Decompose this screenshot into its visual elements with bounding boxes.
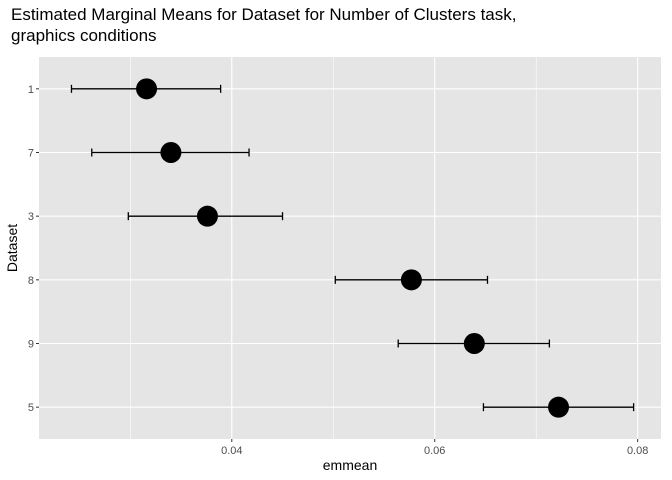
x-axis-title: emmean — [323, 457, 377, 473]
plot-panel — [39, 57, 661, 439]
x-tick-label: 0.04 — [221, 445, 242, 457]
data-point — [196, 205, 218, 227]
x-tick-label: 0.08 — [627, 445, 648, 457]
y-tick-label: 9 — [28, 339, 34, 351]
data-marks — [70, 78, 635, 418]
x-tick-label: 0.06 — [424, 445, 445, 457]
data-point — [400, 269, 422, 291]
data-point — [136, 78, 158, 100]
y-tick-label: 5 — [28, 402, 34, 414]
y-tick-label: 1 — [28, 84, 34, 96]
y-tick-label: 7 — [28, 148, 34, 160]
y-tick-label: 3 — [28, 211, 34, 223]
y-axis-title: Dataset — [4, 224, 20, 272]
chart-title: Estimated Marginal Means for Dataset for… — [11, 5, 517, 45]
data-point — [463, 333, 485, 354]
x-axis: 0.04 0.06 0.08 — [221, 439, 648, 457]
y-tick-label: 8 — [28, 275, 34, 287]
data-point — [160, 142, 182, 163]
y-axis: 1 7 3 8 9 5 — [28, 84, 39, 414]
data-point — [548, 396, 570, 418]
